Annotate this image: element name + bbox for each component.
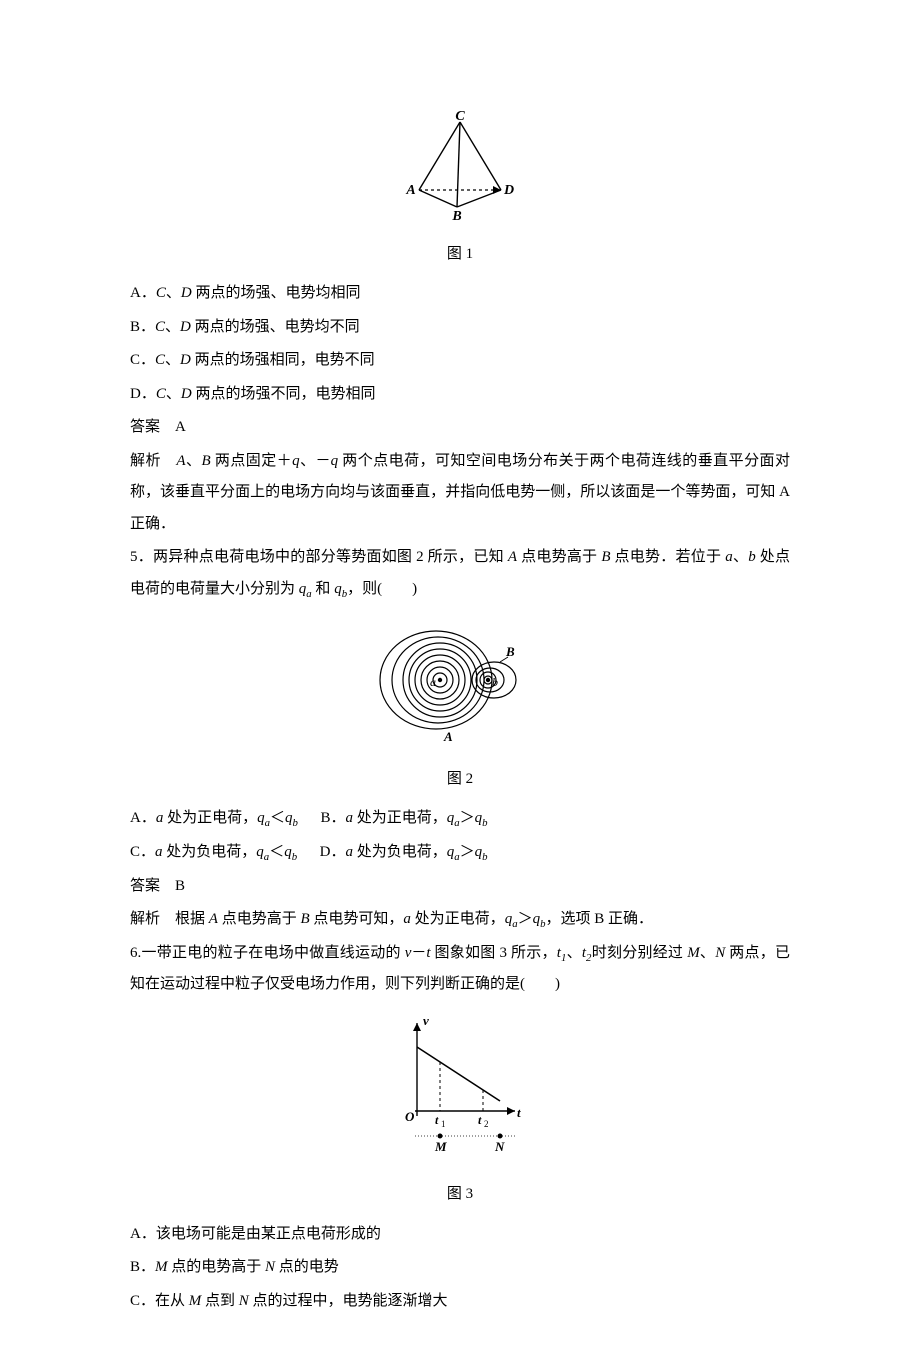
- svg-text:B: B: [505, 644, 515, 659]
- svg-text:2: 2: [484, 1119, 489, 1129]
- svg-text:t: t: [517, 1105, 521, 1120]
- figure-2: a b A B: [130, 615, 790, 758]
- q6-option-a: A．该电场可能是由某正点电荷形成的: [130, 1219, 790, 1251]
- q4-explain: 解析 A、B 两点固定＋q、－q 两个点电荷，可知空间电场分布关于两个电荷连线的…: [130, 446, 790, 541]
- q6-option-b: B．M 点的电势高于 N 点的电势: [130, 1252, 790, 1284]
- q5-answer: 答案 B: [130, 871, 790, 903]
- q4-answer: 答案 A: [130, 412, 790, 444]
- q5-stem: 5．两异种点电荷电场中的部分等势面如图 2 所示，已知 A 点电势高于 B 点电…: [130, 542, 790, 605]
- figure-3-svg: v t O t1 t2 M N: [385, 1011, 535, 1161]
- figure-3-caption: 图 3: [130, 1179, 790, 1211]
- svg-text:C: C: [455, 110, 465, 124]
- figure-1-svg: C A D B: [395, 110, 525, 220]
- q4-option-d: D．C、D 两点的场强不同，电势相同: [130, 379, 790, 411]
- figure-2-caption: 图 2: [130, 764, 790, 796]
- q4-option-a: A．C、D 两点的场强、电势均相同: [130, 278, 790, 310]
- q5-explain: 解析 根据 A 点电势高于 B 点电势可知，a 处为正电荷，qa＞qb，选项 B…: [130, 904, 790, 936]
- svg-text:A: A: [443, 729, 453, 744]
- svg-text:B: B: [451, 209, 461, 220]
- q5-options-cd: C．a 处为负电荷，qa＜qb D．a 处为负电荷，qa＞qb: [130, 837, 790, 869]
- q4-option-c: C．C、D 两点的场强相同，电势不同: [130, 345, 790, 377]
- svg-text:O: O: [405, 1109, 415, 1124]
- svg-text:D: D: [503, 183, 514, 198]
- svg-text:v: v: [423, 1013, 429, 1028]
- figure-1: C A D B: [130, 110, 790, 233]
- svg-text:N: N: [494, 1139, 505, 1154]
- svg-text:b: b: [492, 675, 498, 689]
- figure-1-caption: 图 1: [130, 239, 790, 271]
- svg-text:M: M: [434, 1139, 447, 1154]
- svg-text:a: a: [430, 675, 436, 689]
- svg-text:t: t: [478, 1113, 482, 1127]
- q4-option-b: B．C、D 两点的场强、电势均不同: [130, 312, 790, 344]
- q5-options-ab: A．a 处为正电荷，qa＜qb B．a 处为正电荷，qa＞qb: [130, 803, 790, 835]
- figure-2-svg: a b A B: [370, 615, 550, 745]
- svg-text:1: 1: [441, 1119, 446, 1129]
- figure-3: v t O t1 t2 M N: [130, 1011, 790, 1174]
- svg-text:t: t: [435, 1113, 439, 1127]
- q6-stem: 6.一带正电的粒子在电场中做直线运动的 v－t 图象如图 3 所示，t1、t2时…: [130, 938, 790, 1001]
- svg-text:A: A: [405, 183, 415, 198]
